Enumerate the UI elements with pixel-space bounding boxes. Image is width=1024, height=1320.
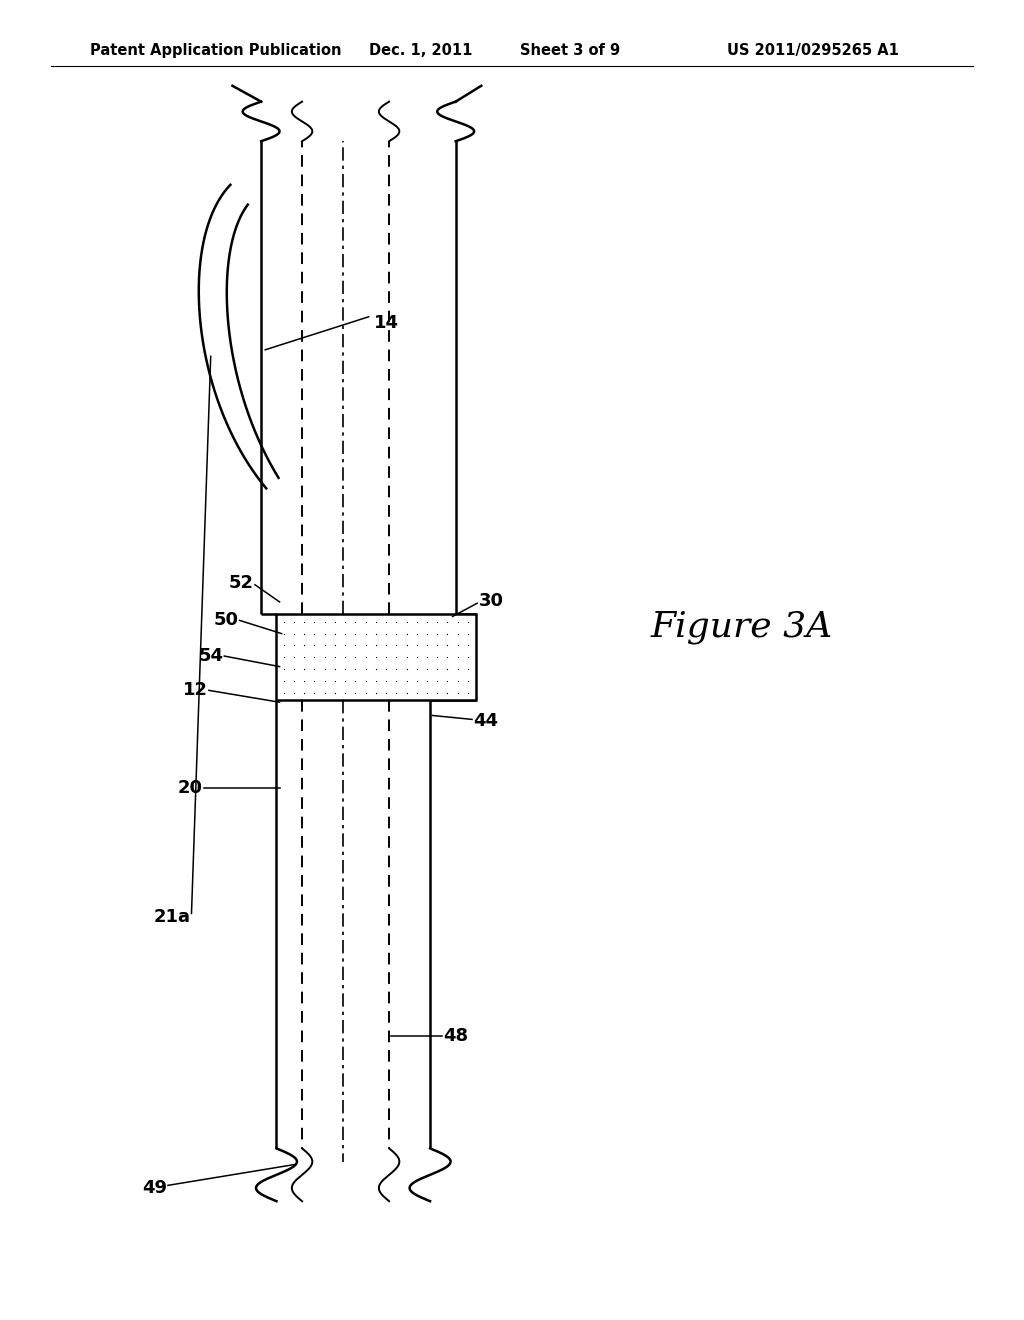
Text: 30: 30 [479,591,504,610]
Text: 49: 49 [142,1179,167,1197]
Text: US 2011/0295265 A1: US 2011/0295265 A1 [727,44,899,58]
Text: 20: 20 [178,779,203,797]
Text: 12: 12 [183,681,208,700]
Text: 44: 44 [473,711,498,730]
Text: 14: 14 [374,314,398,333]
Text: 21a: 21a [154,908,190,927]
Text: 48: 48 [443,1027,469,1045]
Text: 50: 50 [214,611,239,630]
Text: 52: 52 [229,574,254,593]
Text: Patent Application Publication: Patent Application Publication [90,44,342,58]
Text: Sheet 3 of 9: Sheet 3 of 9 [520,44,621,58]
Text: Dec. 1, 2011: Dec. 1, 2011 [369,44,472,58]
Text: 54: 54 [199,647,223,665]
Text: Figure 3A: Figure 3A [650,610,833,644]
Bar [276,614,476,700]
